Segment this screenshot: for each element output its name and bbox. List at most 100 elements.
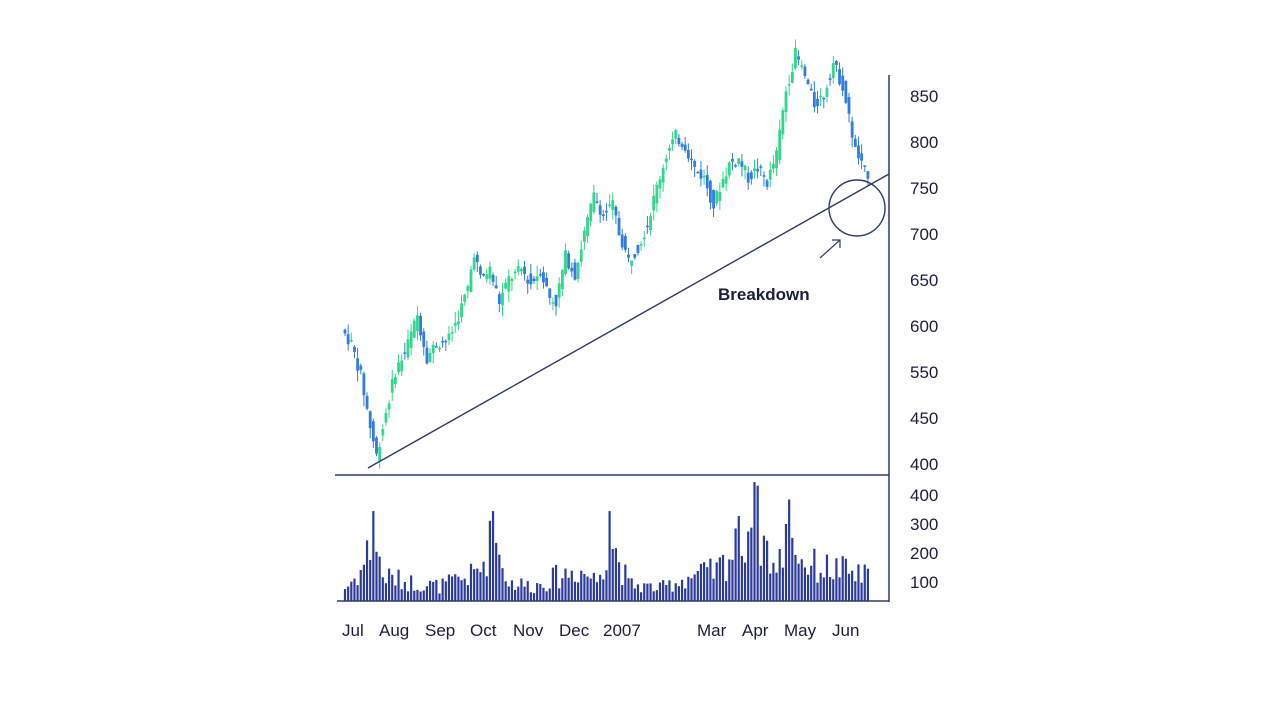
candle-body (809, 88, 813, 91)
candle-body (636, 244, 640, 254)
volume-bar (866, 568, 869, 601)
candle-body (693, 160, 697, 167)
candle-body (740, 161, 744, 167)
candle-body (630, 260, 634, 266)
volume-tick-label: 100 (910, 573, 938, 592)
volume-bar (832, 579, 835, 601)
volume-bar (652, 591, 655, 601)
candle-body (759, 166, 763, 168)
volume-bar (554, 564, 558, 601)
volume-bar (501, 568, 504, 601)
candle-body (532, 278, 536, 282)
volume-bar (425, 586, 428, 601)
candle-body (850, 121, 854, 138)
volume-bar (709, 558, 712, 601)
volume-bar (491, 511, 495, 601)
candle-body (696, 171, 700, 174)
volume-bar (372, 511, 375, 601)
candle-body (601, 214, 605, 217)
candle-body (712, 189, 715, 209)
candle-body (608, 204, 611, 207)
candle-body (677, 137, 681, 144)
volume-bar (545, 591, 548, 601)
volume-bar (649, 583, 652, 601)
volume-bar (822, 577, 825, 601)
volume-bar (721, 554, 725, 601)
volume-bar (640, 592, 643, 601)
volume-bar (617, 562, 621, 601)
volume-bar (847, 573, 851, 601)
volume-bar (520, 578, 523, 601)
candle-body (790, 72, 794, 83)
volume-bar (630, 578, 633, 601)
volume-bar (602, 579, 605, 601)
volume-bar (573, 581, 577, 601)
candle-body (365, 395, 369, 409)
volume-bar (485, 576, 488, 601)
candle-body (841, 75, 845, 91)
volume-bar (643, 583, 646, 601)
candle-body (535, 276, 539, 281)
month-label: Dec (559, 621, 590, 640)
candle-body (447, 333, 451, 340)
volume-bar (715, 562, 718, 601)
candle-body (567, 253, 571, 269)
candle-body (756, 168, 760, 172)
candle-body (831, 63, 835, 79)
candle-body (787, 84, 791, 86)
volume-bar (662, 580, 665, 601)
candle-body (646, 225, 649, 228)
volume-bar (403, 581, 406, 601)
candle-body (403, 352, 407, 354)
price-tick-label: 550 (910, 363, 938, 382)
volume-bar (428, 580, 432, 601)
volume-bar (589, 578, 592, 601)
volume-bar (473, 569, 476, 601)
volume-bar (655, 590, 658, 601)
candle-body (472, 257, 476, 270)
volume-bar (435, 579, 438, 601)
volume-bar (523, 586, 526, 601)
candle-body (686, 149, 690, 159)
volume-bar (835, 558, 838, 601)
candle-body (586, 217, 589, 237)
candle-body (501, 292, 504, 306)
candle-body (674, 130, 678, 139)
candle-body (381, 429, 385, 436)
candle-body (422, 331, 426, 347)
volume-bar (539, 583, 542, 601)
candle-body (825, 88, 829, 97)
volume-bar (614, 548, 617, 601)
candle-body (469, 269, 473, 293)
volume-bar (410, 575, 413, 601)
volume-bar (734, 528, 737, 601)
candle-body (406, 339, 410, 358)
volume-bar (671, 591, 674, 601)
candle-body (523, 266, 526, 275)
volume-bar (706, 567, 709, 601)
volume-bar (838, 577, 841, 601)
volume-bar (627, 578, 630, 601)
candle-body (715, 190, 719, 204)
volume-bar (580, 570, 583, 601)
volume-bar (788, 499, 791, 601)
volume-bar (797, 563, 800, 601)
candle-body (847, 97, 851, 114)
candle-body (576, 262, 580, 279)
candle-body (838, 69, 841, 85)
candle-body (709, 180, 712, 203)
volume-bar (529, 592, 532, 601)
candle-body (661, 167, 665, 183)
candle-body (620, 234, 624, 248)
candle-body (797, 56, 800, 60)
candle-body (460, 303, 463, 318)
volume-bar (400, 589, 403, 601)
candle-body (384, 413, 388, 423)
candle-body (614, 206, 618, 216)
volume-bar (583, 573, 586, 601)
volume-bar (548, 588, 551, 601)
volume-bar (476, 568, 479, 601)
volume-bar (526, 581, 529, 601)
volume-bar (854, 581, 857, 601)
volume-bar (687, 576, 690, 601)
